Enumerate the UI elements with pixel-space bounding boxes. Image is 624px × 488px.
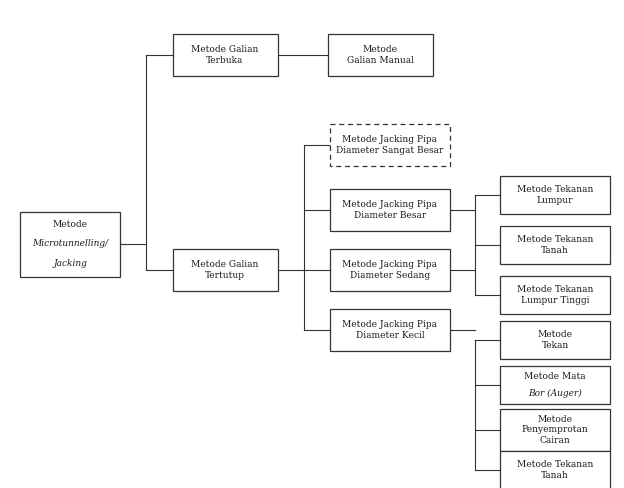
Bar [328,34,432,76]
Bar [330,309,450,351]
Text: Metode Jacking Pipa
Diameter Kecil: Metode Jacking Pipa Diameter Kecil [343,320,437,340]
Bar [20,211,120,277]
Bar [500,276,610,314]
Bar [500,451,610,488]
Text: Metode
Penyemprotan
Cairan: Metode Penyemprotan Cairan [522,415,588,445]
Text: Metode
Galian Manual: Metode Galian Manual [346,45,414,65]
Bar [172,249,278,291]
Text: Metode Tekanan
Tanah: Metode Tekanan Tanah [517,460,593,480]
Bar [330,189,450,231]
Text: Jacking: Jacking [53,259,87,268]
Bar [330,124,450,166]
Text: Metode Tekanan
Lumpur: Metode Tekanan Lumpur [517,185,593,204]
Text: Microtunnelling/: Microtunnelling/ [32,240,108,248]
Bar [500,366,610,404]
Text: Metode Galian
Tertutup: Metode Galian Tertutup [192,260,259,280]
Text: Metode Jacking Pipa
Diameter Sedang: Metode Jacking Pipa Diameter Sedang [343,260,437,280]
Bar [500,409,610,451]
Text: Metode
Tekan: Metode Tekan [537,330,572,350]
Text: Bor (Auger): Bor (Auger) [528,389,582,398]
Bar [500,176,610,214]
Bar [500,226,610,264]
Text: Metode Tekanan
Tanah: Metode Tekanan Tanah [517,235,593,255]
Text: Metode Jacking Pipa
Diameter Sangat Besar: Metode Jacking Pipa Diameter Sangat Besa… [336,135,444,155]
Text: Metode: Metode [52,220,87,229]
Text: Metode Jacking Pipa
Diameter Besar: Metode Jacking Pipa Diameter Besar [343,200,437,220]
Bar [500,321,610,359]
Bar [172,34,278,76]
Text: Metode Mata: Metode Mata [524,372,586,381]
Bar [330,249,450,291]
Text: Metode Tekanan
Lumpur Tinggi: Metode Tekanan Lumpur Tinggi [517,285,593,305]
Text: Metode Galian
Terbuka: Metode Galian Terbuka [192,45,259,65]
